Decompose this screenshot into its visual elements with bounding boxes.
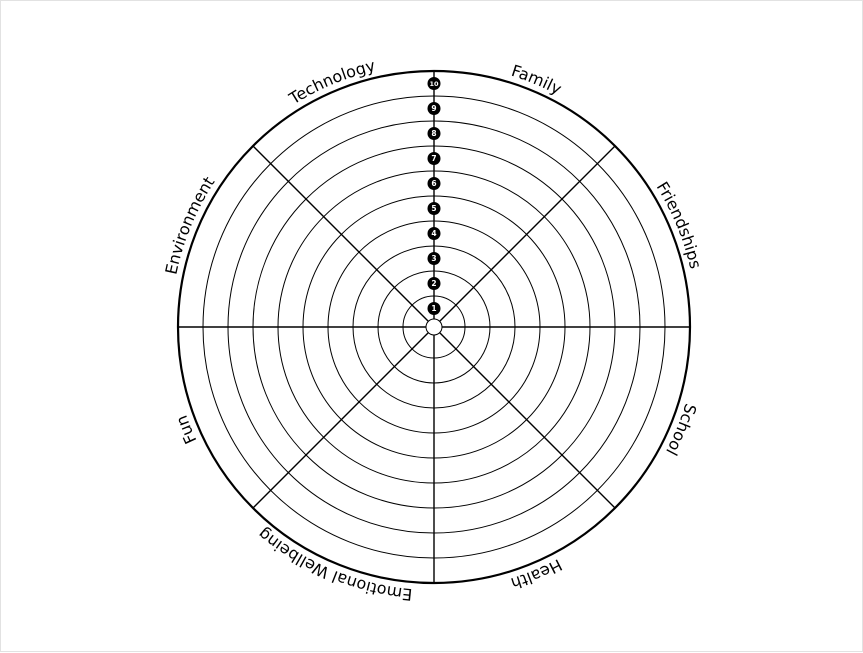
scale-badge-5 [427,202,441,215]
spoke-line [252,145,435,328]
scale-label: 1 [431,304,436,313]
scale-label: 8 [431,129,436,138]
scale-badge-6 [427,177,441,190]
scale-badge-7 [427,152,441,165]
segment-label-emotional-wellbeing: Emotional Wellbeing [254,524,413,604]
scale-badge-4 [427,227,441,240]
scale-label: 9 [431,104,436,113]
segment-label-fun: Fun [172,413,201,447]
scale-badge-2 [427,277,441,290]
scale-badge-9 [427,102,441,115]
spoke-line [433,326,616,509]
scale-badge-10 [427,77,441,90]
scale-label: 6 [431,179,436,188]
center-hub [425,318,443,336]
scale-badge-1 [427,302,441,315]
spoke-line [433,145,616,328]
scale-label: 2 [431,279,436,288]
segment-label-technology: Technology [285,56,377,109]
segment-label-friendships: Friendships [653,178,706,270]
scale-label: 3 [431,254,436,263]
scale-badge-8 [427,127,441,140]
scale-badge-3 [427,252,441,265]
scale-label: 10 [429,80,439,88]
segment-label-environment: Environment [161,173,218,276]
scale-label: 4 [431,229,436,238]
scale-label: 7 [431,154,436,163]
scale-label: 5 [431,204,436,213]
spoke-line [252,326,435,509]
